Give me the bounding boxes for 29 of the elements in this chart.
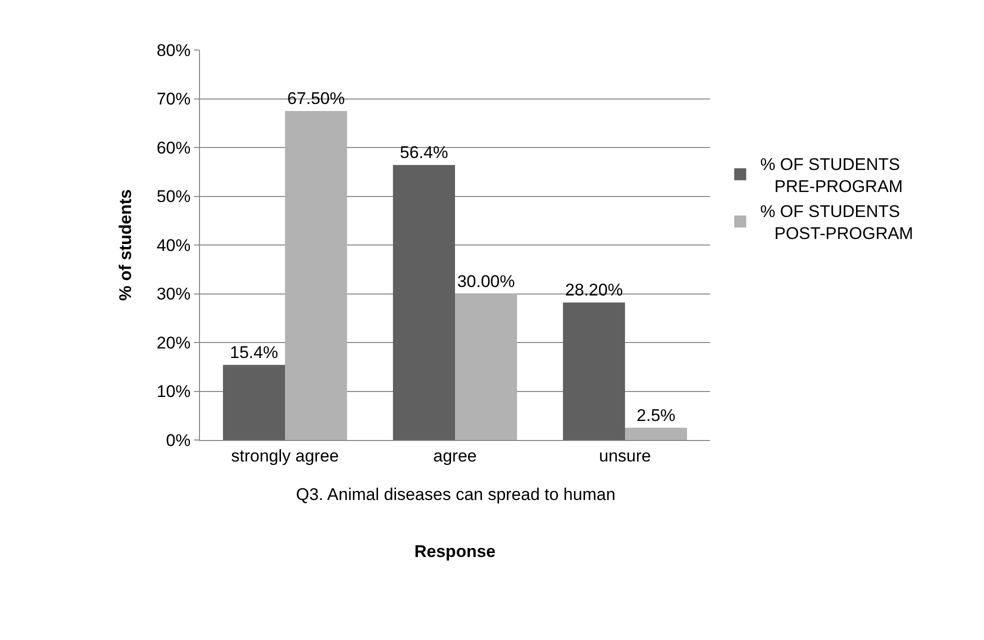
bar xyxy=(222,364,285,440)
data-label: 28.20% xyxy=(565,280,623,300)
y-tick-label: 40% xyxy=(156,236,191,255)
data-label: 30.00% xyxy=(457,272,515,291)
bar xyxy=(392,165,455,440)
y-tick-label: 10% xyxy=(156,382,191,402)
x-tick-label: unsure xyxy=(599,446,651,466)
data-label: 67.50% xyxy=(287,88,345,108)
y-tick-label: 70% xyxy=(156,90,191,109)
y-tick-label: 0% xyxy=(166,430,191,450)
bar xyxy=(285,110,348,440)
legend-label: % OF STUDENTS PRE-PROGRAM xyxy=(760,154,903,196)
y-tick-label: 20% xyxy=(156,333,191,352)
bar xyxy=(455,294,518,440)
y-tick-label: 30% xyxy=(156,284,191,304)
legend-label: % OF STUDENTS POST-PROGRAM xyxy=(760,202,914,244)
y-tick-label: 80% xyxy=(156,40,191,60)
x-tick-label: strongly agree xyxy=(231,446,339,466)
x-axis-title: Response xyxy=(414,542,496,561)
x-tick-label: agree xyxy=(433,446,477,466)
bar xyxy=(562,302,625,440)
data-label: 15.4% xyxy=(230,342,278,362)
y-axis-title: % of students xyxy=(116,189,136,301)
data-label: 56.4% xyxy=(400,143,448,162)
y-tick-label: 60% xyxy=(156,138,191,158)
bar xyxy=(625,428,688,440)
y-tick-label: 50% xyxy=(156,187,191,206)
text: Q3. Animal diseases can spread to human xyxy=(296,485,616,504)
data-label: 2.5% xyxy=(636,406,676,425)
